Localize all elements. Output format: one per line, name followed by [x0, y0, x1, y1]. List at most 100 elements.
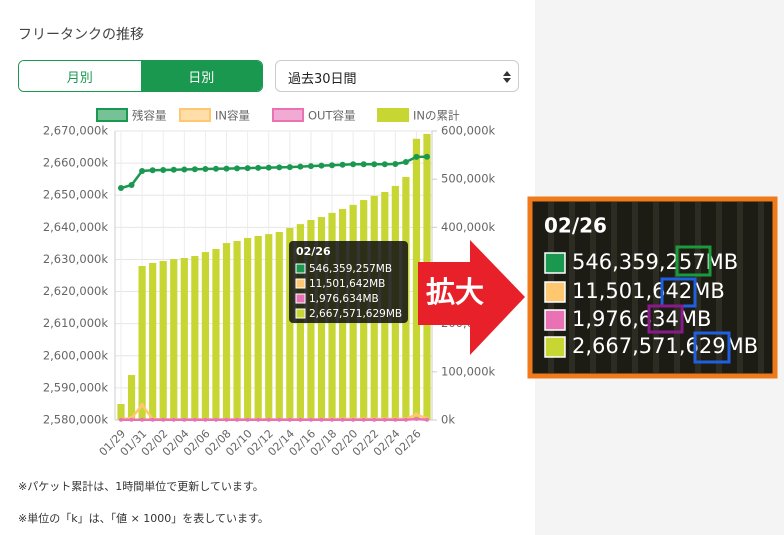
bar [286, 227, 294, 420]
y-tick-label: 2,660,000k [43, 156, 109, 170]
point [277, 417, 282, 422]
tooltip-bg [289, 241, 408, 323]
point [266, 417, 271, 422]
y2-tick-label: 500,000k [441, 172, 496, 186]
bar [117, 404, 125, 420]
range-select[interactable]: 過去30日間 [275, 60, 519, 92]
point [140, 417, 145, 422]
point [150, 417, 155, 422]
point [361, 417, 366, 422]
point [298, 417, 303, 422]
point [244, 165, 251, 172]
zoom-panel: 02/26 546,359,257MB 11,501,642MB 1,976,6… [527, 196, 778, 379]
point [129, 417, 134, 422]
line [120, 403, 428, 421]
bar [244, 237, 252, 420]
point [140, 403, 145, 408]
bar [212, 249, 220, 420]
point [224, 417, 229, 422]
point [245, 417, 250, 422]
point [128, 181, 135, 188]
point [235, 417, 240, 422]
point [287, 417, 292, 422]
zoom-label: 拡大 [426, 275, 484, 309]
highlight-box [693, 331, 731, 364]
bar [138, 265, 146, 420]
y2-tick-label: 0k [441, 413, 455, 427]
legend-swatch [96, 108, 128, 122]
bar [254, 236, 262, 420]
point [286, 164, 293, 171]
y-tick-label: 2,620,000k [43, 284, 109, 298]
point [413, 153, 420, 160]
point [360, 161, 367, 168]
note: ※パケット累計は、1時間単位で更新しています。 [18, 480, 264, 493]
highlight-box [647, 304, 684, 334]
point [381, 161, 388, 168]
zoom-row: 1,976,634MB [572, 307, 711, 331]
tooltip-swatch [295, 308, 306, 319]
stripe [695, 202, 701, 373]
tooltip-row: 1,976,634MB [309, 293, 379, 305]
point [119, 417, 123, 422]
tooltip-swatch [295, 278, 306, 289]
y2-tick-label: 100,000k [441, 364, 496, 378]
point [351, 417, 356, 422]
point [308, 417, 313, 422]
point [425, 417, 429, 422]
point [340, 417, 345, 422]
note: ※単位の「k」は、「値 × 1000」を表しています。 [18, 512, 269, 525]
point [276, 164, 283, 171]
arrow-shape [418, 240, 525, 355]
y-tick-label: 2,580,000k [43, 413, 109, 427]
point [307, 163, 314, 170]
tooltip-row: 11,501,642MB [309, 278, 385, 290]
y-tick-label: 2,670,000k [43, 124, 109, 138]
point [170, 166, 177, 173]
toggle-month[interactable]: 月別 [19, 61, 141, 91]
stripe [611, 202, 617, 373]
y-tick-label: 2,630,000k [43, 252, 109, 266]
point [182, 417, 187, 422]
zoom-swatch [544, 252, 566, 274]
stripe [590, 202, 596, 373]
point [181, 166, 188, 173]
point [339, 161, 346, 168]
tooltip-swatch [295, 293, 306, 304]
point [234, 165, 241, 172]
tooltip-swatch [295, 263, 306, 274]
point [255, 164, 262, 171]
bar [222, 243, 231, 420]
toggle-day[interactable]: 日別 [140, 61, 262, 91]
point [329, 162, 336, 169]
bar [412, 138, 421, 421]
zoom-stripes [548, 202, 764, 373]
zoom-title: 02/26 [544, 214, 607, 238]
bar [265, 234, 273, 420]
point [371, 161, 378, 168]
point [213, 417, 218, 422]
page-title: フリータンクの推移 [18, 27, 144, 43]
point [149, 167, 156, 174]
point [118, 185, 124, 192]
legend-label: OUT容量 [308, 109, 356, 123]
select-text: 過去30日間 [288, 72, 357, 87]
point [393, 417, 398, 422]
tooltip: 02/26 546,359,257MB 11,501,642MB 1,976,6… [289, 241, 408, 323]
bar [170, 259, 178, 420]
legend-swatch [272, 108, 304, 122]
point [256, 417, 261, 422]
stripe [674, 202, 680, 373]
point [372, 417, 377, 422]
point [297, 163, 304, 170]
stripe [632, 202, 638, 373]
point [382, 417, 387, 422]
point [223, 165, 230, 172]
stripe [737, 202, 743, 373]
y2-tick-label: 400,000k [441, 220, 496, 234]
y-tick-label: 2,600,000k [43, 348, 109, 362]
y-tick-label: 2,610,000k [43, 316, 109, 330]
period-toggle[interactable]: 月別 日別 [18, 60, 263, 92]
point [212, 165, 219, 172]
